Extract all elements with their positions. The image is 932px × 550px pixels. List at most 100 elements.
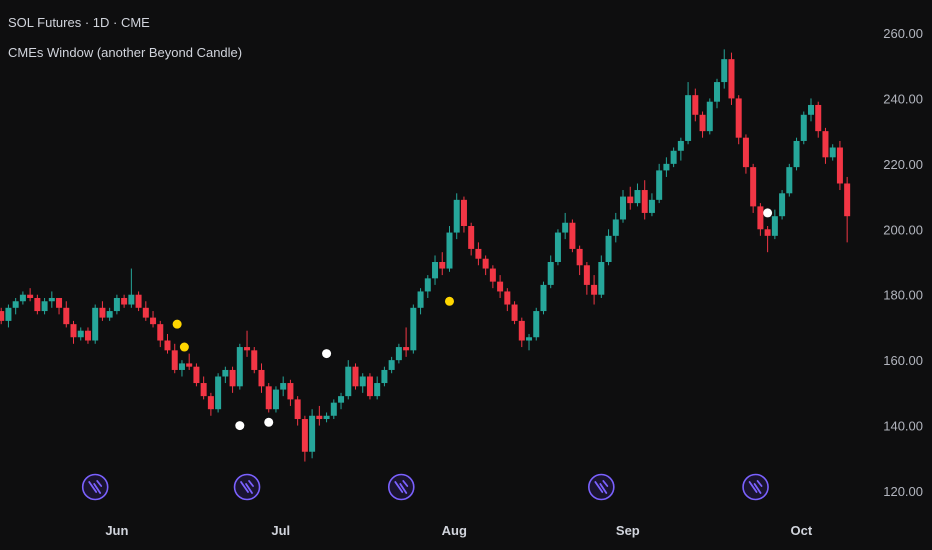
white-dot-marker bbox=[763, 208, 773, 218]
candle bbox=[735, 95, 742, 145]
candle bbox=[294, 396, 301, 426]
candle-body bbox=[757, 206, 764, 230]
candle-body bbox=[215, 376, 222, 410]
candle-body bbox=[374, 383, 381, 397]
candle-body bbox=[677, 140, 684, 151]
candle bbox=[345, 360, 352, 400]
candle-body bbox=[84, 330, 91, 341]
candle-body bbox=[612, 219, 619, 236]
candle bbox=[699, 111, 706, 138]
candle bbox=[417, 288, 424, 315]
candle-body bbox=[229, 369, 236, 387]
candle bbox=[84, 327, 91, 344]
candle bbox=[598, 255, 605, 298]
candle-body bbox=[150, 317, 157, 325]
candle bbox=[591, 275, 598, 305]
candle bbox=[19, 291, 26, 305]
candle-body bbox=[381, 369, 388, 384]
candle-body bbox=[829, 147, 836, 158]
candle bbox=[309, 409, 316, 459]
x-tick-label: Jul bbox=[271, 523, 290, 538]
event-icon-glyph bbox=[88, 480, 103, 494]
candle bbox=[757, 203, 764, 236]
candle bbox=[829, 144, 836, 161]
x-tick-label: Oct bbox=[791, 523, 813, 538]
candle-body bbox=[605, 235, 612, 262]
candle bbox=[583, 262, 590, 295]
candle bbox=[142, 301, 149, 321]
cme-event-icon[interactable] bbox=[387, 473, 415, 501]
candle bbox=[714, 78, 721, 109]
candle-body bbox=[258, 369, 265, 387]
candle-body bbox=[620, 196, 627, 220]
candle-body bbox=[388, 360, 395, 370]
white-dot-marker bbox=[264, 417, 274, 427]
candle-body bbox=[735, 98, 742, 138]
candle bbox=[106, 307, 113, 321]
candle-body bbox=[475, 248, 482, 259]
candle bbox=[808, 98, 815, 122]
candle bbox=[0, 307, 5, 325]
candle bbox=[627, 186, 634, 210]
candle-body bbox=[410, 307, 417, 351]
candle-body bbox=[157, 324, 164, 341]
candle bbox=[844, 176, 851, 243]
candle bbox=[70, 320, 77, 344]
candle bbox=[222, 366, 229, 384]
candle-body bbox=[547, 262, 554, 285]
candle bbox=[186, 353, 193, 370]
candle-body bbox=[77, 330, 84, 338]
candle-body bbox=[316, 415, 323, 420]
candle bbox=[374, 376, 381, 400]
chart-title: SOL Futures · 1D · CME bbox=[8, 15, 150, 30]
candle bbox=[280, 376, 287, 397]
cme-event-icon[interactable] bbox=[233, 473, 261, 501]
candle-body bbox=[598, 262, 605, 295]
candle-body bbox=[403, 347, 410, 351]
candle-body bbox=[265, 386, 272, 410]
candle-body bbox=[569, 222, 576, 249]
candle bbox=[323, 412, 330, 423]
candle bbox=[34, 294, 41, 315]
candle-body bbox=[12, 301, 19, 308]
candle bbox=[352, 363, 359, 390]
y-tick-label: 140.00 bbox=[883, 419, 923, 434]
candle-body bbox=[439, 262, 446, 269]
y-tick-label: 260.00 bbox=[883, 26, 923, 41]
candle bbox=[692, 88, 699, 122]
candle-body bbox=[135, 294, 142, 308]
candle-body bbox=[48, 297, 55, 302]
candle-body bbox=[822, 131, 829, 158]
candle-body bbox=[417, 291, 424, 308]
cme-event-icon[interactable] bbox=[81, 473, 109, 501]
candle bbox=[265, 383, 272, 413]
y-tick-label: 160.00 bbox=[883, 353, 923, 368]
candle-body bbox=[222, 369, 229, 377]
candle bbox=[113, 294, 120, 315]
candle bbox=[200, 376, 207, 400]
candle bbox=[388, 356, 395, 374]
candle-body bbox=[359, 376, 366, 387]
candle-body bbox=[786, 167, 793, 194]
candle bbox=[395, 343, 402, 364]
candle-body bbox=[352, 366, 359, 387]
candle-body bbox=[121, 297, 128, 305]
candle bbox=[489, 265, 496, 289]
candle-body bbox=[504, 291, 511, 305]
candle bbox=[453, 193, 460, 240]
candle bbox=[468, 222, 475, 256]
candle bbox=[287, 379, 294, 406]
cme-event-icon[interactable] bbox=[742, 473, 769, 501]
cme-event-icon[interactable] bbox=[588, 473, 615, 501]
candle bbox=[800, 111, 807, 145]
x-tick-label: Sep bbox=[616, 523, 640, 538]
candle-body bbox=[287, 383, 294, 400]
candle bbox=[424, 275, 431, 298]
candle bbox=[135, 291, 142, 312]
candle-body bbox=[663, 163, 670, 171]
candle-body bbox=[453, 199, 460, 233]
candle-body bbox=[742, 137, 749, 168]
markers-layer bbox=[172, 208, 773, 431]
candle-body bbox=[113, 297, 120, 312]
